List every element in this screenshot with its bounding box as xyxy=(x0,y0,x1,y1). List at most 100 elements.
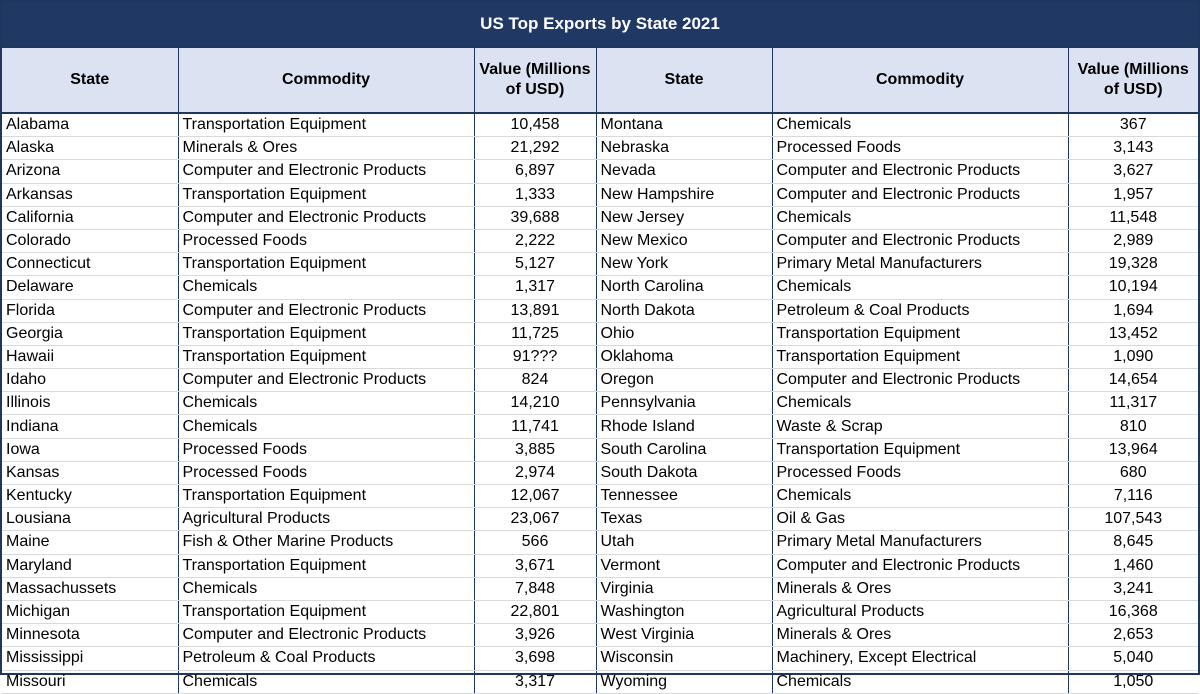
value-cell: 3,885 xyxy=(473,438,597,462)
state-cell: Oklahoma xyxy=(595,345,773,370)
value-cell: 3,627 xyxy=(1067,159,1198,184)
commodity-cell: Minerals & Ores xyxy=(177,136,475,161)
table-row: Delaware Chemicals 1,317 North Carolina Chem… xyxy=(2,275,1198,300)
state-cell: Wisconsin xyxy=(595,646,773,671)
state-cell: Washington xyxy=(595,600,773,625)
state-cell: West Virginia xyxy=(595,623,773,648)
state-cell: Massachussets xyxy=(2,577,179,601)
value-cell: 2,974 xyxy=(473,461,597,486)
value-cell: 11,725 xyxy=(473,322,597,346)
value-cell: 1,460 xyxy=(1067,554,1198,578)
value-cell: 39,688 xyxy=(473,206,597,230)
state-cell: Indiana xyxy=(2,414,179,439)
header-state-left: State xyxy=(2,48,179,114)
value-cell: 1,050 xyxy=(1067,670,1198,694)
table-row: Lousiana Agricultural Products 23,067 Texas… xyxy=(2,507,1198,532)
commodity-cell: Computer and Electronic Products xyxy=(177,623,475,648)
value-cell: 22,801 xyxy=(473,600,597,625)
table-body: Alabama Transportation Equipment 10,458 Mon… xyxy=(2,113,1198,694)
commodity-cell: Transportation Equipment xyxy=(177,600,475,625)
table-row: Arkansas Transportation Equipment 1,333 New… xyxy=(2,183,1198,207)
state-cell: New Mexico xyxy=(595,229,773,254)
value-cell: 23,067 xyxy=(473,507,597,532)
state-cell: Connecticut xyxy=(2,252,179,277)
state-cell: Georgia xyxy=(2,322,179,346)
value-cell: 21,292 xyxy=(473,136,597,161)
table-row: Mississippi Petroleum & Coal Products 3,69… xyxy=(2,646,1198,671)
state-cell: Vermont xyxy=(595,554,773,578)
commodity-cell: Chemicals xyxy=(177,414,475,439)
header-commodity-left: Commodity xyxy=(177,48,475,114)
value-cell: 5,040 xyxy=(1067,646,1198,671)
table-row: Alabama Transportation Equipment 10,458 Mon… xyxy=(2,113,1198,138)
commodity-cell: Transportation Equipment xyxy=(177,183,475,207)
commodity-cell: Transportation Equipment xyxy=(177,322,475,346)
state-cell: Arkansas xyxy=(2,183,179,207)
commodity-cell: Transportation Equipment xyxy=(177,554,475,578)
value-cell: 7,116 xyxy=(1067,484,1198,509)
value-cell: 810 xyxy=(1067,414,1198,439)
commodity-cell: Chemicals xyxy=(771,113,1069,138)
commodity-cell: Chemicals xyxy=(771,391,1069,416)
commodity-cell: Petroleum & Coal Products xyxy=(771,299,1069,323)
table-row: Missouri Chemicals 3,317 Wyoming Chemicals 1,… xyxy=(2,670,1198,694)
commodity-cell: Processed Foods xyxy=(771,461,1069,486)
state-cell: South Dakota xyxy=(595,461,773,486)
value-cell: 3,926 xyxy=(473,623,597,648)
commodity-cell: Computer and Electronic Products xyxy=(177,159,475,184)
table-title: US Top Exports by State 2021 xyxy=(2,2,1198,48)
state-cell: Maryland xyxy=(2,554,179,578)
value-cell: 2,653 xyxy=(1067,623,1198,648)
state-cell: Kansas xyxy=(2,461,179,486)
value-cell: 1,090 xyxy=(1067,345,1198,370)
value-cell: 2,989 xyxy=(1067,229,1198,254)
state-cell: Illinois xyxy=(2,391,179,416)
commodity-cell: Waste & Scrap xyxy=(771,414,1069,439)
table-row: Alaska Minerals & Ores 21,292 Nebraska Proce… xyxy=(2,136,1198,161)
commodity-cell: Processed Foods xyxy=(177,461,475,486)
commodity-cell: Chemicals xyxy=(177,275,475,300)
table-row: Maryland Transportation Equipment 3,671 Ver… xyxy=(2,554,1198,578)
state-cell: Missouri xyxy=(2,670,179,694)
value-cell: 91??? xyxy=(473,345,597,370)
value-cell: 13,452 xyxy=(1067,322,1198,346)
value-cell: 5,127 xyxy=(473,252,597,277)
state-cell: New Jersey xyxy=(595,206,773,230)
commodity-cell: Computer and Electronic Products xyxy=(771,159,1069,184)
table-row: Illinois Chemicals 14,210 Pennsylvania Chemi… xyxy=(2,391,1198,416)
state-cell: Tennessee xyxy=(595,484,773,509)
state-cell: Minnesota xyxy=(2,623,179,648)
value-cell: 14,210 xyxy=(473,391,597,416)
value-cell: 2,222 xyxy=(473,229,597,254)
table-row: Maine Fish & Other Marine Products 566 Utah… xyxy=(2,530,1198,555)
state-cell: Texas xyxy=(595,507,773,532)
value-cell: 1,333 xyxy=(473,183,597,207)
state-cell: Maine xyxy=(2,530,179,555)
commodity-cell: Primary Metal Manufacturers xyxy=(771,252,1069,277)
state-cell: Nevada xyxy=(595,159,773,184)
commodity-cell: Chemicals xyxy=(771,670,1069,694)
commodity-cell: Transportation Equipment xyxy=(771,322,1069,346)
commodity-cell: Oil & Gas xyxy=(771,507,1069,532)
value-cell: 107,543 xyxy=(1067,507,1198,532)
value-cell: 3,317 xyxy=(473,670,597,694)
state-cell: Florida xyxy=(2,299,179,323)
state-cell: Michigan xyxy=(2,600,179,625)
state-cell: North Dakota xyxy=(595,299,773,323)
table-row: Idaho Computer and Electronic Products 824… xyxy=(2,368,1198,393)
state-cell: Virginia xyxy=(595,577,773,601)
table-row: Michigan Transportation Equipment 22,801 Wa… xyxy=(2,600,1198,625)
header-state-right: State xyxy=(595,48,773,114)
state-cell: Delaware xyxy=(2,275,179,300)
state-cell: Idaho xyxy=(2,368,179,393)
value-cell: 11,548 xyxy=(1067,206,1198,230)
state-cell: Iowa xyxy=(2,438,179,462)
table-row: Florida Computer and Electronic Products 1… xyxy=(2,299,1198,323)
state-cell: Arizona xyxy=(2,159,179,184)
table-row: Massachussets Chemicals 7,848 Virginia Miner… xyxy=(2,577,1198,601)
commodity-cell: Processed Foods xyxy=(177,229,475,254)
state-cell: Oregon xyxy=(595,368,773,393)
state-cell: New York xyxy=(595,252,773,277)
state-cell: Rhode Island xyxy=(595,414,773,439)
